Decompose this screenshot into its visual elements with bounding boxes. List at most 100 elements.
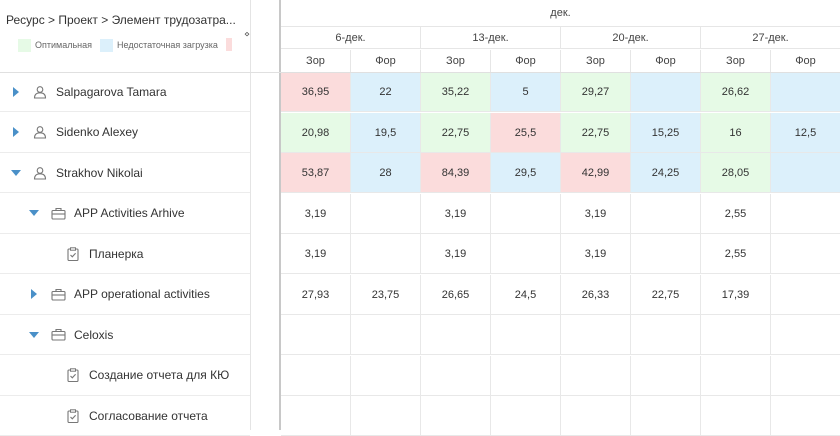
hours-cell[interactable]: 3,19	[421, 234, 491, 274]
hours-cell[interactable]	[491, 193, 561, 234]
hours-cell[interactable]: 42,99	[561, 153, 631, 193]
hours-cell[interactable]: 16	[701, 112, 771, 153]
hours-cell[interactable]	[771, 194, 840, 234]
hours-cell[interactable]: 28	[351, 153, 421, 193]
hours-cell[interactable]	[771, 315, 840, 355]
expand-arrow-icon[interactable]	[10, 127, 22, 137]
hours-cell[interactable]	[701, 315, 771, 355]
hours-cell[interactable]	[561, 355, 631, 396]
hours-cell[interactable]: 3,19	[281, 193, 351, 234]
hours-cell[interactable]	[351, 234, 421, 274]
hours-cell[interactable]: 29,27	[561, 72, 631, 112]
tree-row-label: APP Activities Arhive	[74, 206, 185, 220]
tree-row-label: Celoxis	[74, 327, 114, 342]
hours-cell[interactable]: 25,5	[491, 112, 561, 153]
hours-cell[interactable]	[771, 396, 840, 436]
hours-cell[interactable]: 28,05	[701, 153, 771, 193]
hours-cell[interactable]: 15,25	[631, 112, 701, 153]
clipboard-check-icon	[65, 246, 81, 262]
hours-cell[interactable]	[491, 234, 561, 274]
hours-cell[interactable]	[701, 355, 771, 396]
hours-cell[interactable]	[491, 315, 561, 355]
hours-cell[interactable]: 24,5	[491, 274, 561, 315]
grouping-breadcrumb[interactable]: Ресурс > Проект > Элемент трудозатра...	[6, 13, 236, 27]
split-resize-icon[interactable]: ‹›	[244, 29, 250, 40]
hours-cell[interactable]	[561, 396, 631, 436]
hours-cell[interactable]	[631, 72, 701, 112]
hours-cell[interactable]: 35,22	[421, 72, 491, 112]
hours-cell[interactable]	[631, 315, 701, 355]
hours-cell[interactable]: 22	[351, 72, 421, 112]
hours-cell[interactable]: 23,75	[351, 274, 421, 315]
hours-cell[interactable]	[631, 193, 701, 234]
hours-cell[interactable]: 27,93	[281, 274, 351, 315]
tree-row-project[interactable]: APP Activities Arhive	[0, 194, 250, 234]
panel-divider[interactable]	[250, 0, 281, 430]
tree-row-task[interactable]: Создание отчета для КЮ	[0, 356, 250, 396]
collapse-arrow-icon[interactable]	[28, 210, 40, 216]
hours-cell[interactable]: 20,98	[281, 112, 351, 153]
hours-cell[interactable]	[421, 315, 491, 355]
legend-label-under: Недостаточная загрузка	[117, 40, 218, 50]
tree-row-resource[interactable]: Sidenko Alexey	[0, 113, 250, 153]
hours-cell[interactable]	[351, 396, 421, 436]
tree-row-task[interactable]: Планерка	[0, 234, 250, 274]
hours-cell[interactable]: 53,87	[281, 153, 351, 193]
hours-cell[interactable]: 22,75	[421, 112, 491, 153]
hours-cell[interactable]: 12,5	[771, 112, 840, 153]
hours-cell[interactable]: 2,55	[701, 234, 771, 274]
tree-row-label: Strakhov Nikolai	[56, 165, 143, 180]
planned-hours-header: Зор	[561, 50, 631, 72]
hours-cell[interactable]	[631, 396, 701, 436]
hours-cell[interactable]: 3,19	[561, 193, 631, 234]
hours-cell[interactable]	[421, 355, 491, 396]
tree-row-task[interactable]: Согласование отчета	[0, 396, 250, 436]
expand-arrow-icon[interactable]	[10, 86, 22, 97]
collapse-arrow-icon[interactable]	[28, 331, 40, 338]
hours-cell[interactable]: 19,5	[351, 112, 421, 153]
hours-cell[interactable]	[631, 355, 701, 396]
hours-cell[interactable]: 29,5	[491, 153, 561, 193]
hours-cell[interactable]: 22,75	[631, 274, 701, 315]
tree-row-project[interactable]: APP operational activities	[0, 275, 250, 315]
hours-cell[interactable]: 22,75	[561, 112, 631, 153]
hours-cell[interactable]	[281, 396, 351, 436]
hours-cell[interactable]: 3,19	[281, 234, 351, 274]
tree-row-label: APP operational activities	[74, 287, 210, 301]
hours-cell[interactable]: 3,19	[421, 193, 491, 234]
hours-cell[interactable]	[281, 315, 351, 355]
hours-cell[interactable]	[351, 355, 421, 396]
hours-cell[interactable]	[771, 234, 840, 274]
hours-cell[interactable]: 26,62	[701, 72, 771, 112]
clipboard-check-icon	[65, 408, 81, 424]
hours-cell[interactable]: 36,95	[281, 72, 351, 112]
hours-cell[interactable]: 2,55	[701, 193, 771, 234]
tree-row-resource[interactable]: Strakhov Nikolai	[0, 153, 250, 193]
hours-cell[interactable]: 26,33	[561, 274, 631, 315]
hours-cell[interactable]	[421, 396, 491, 436]
hours-cell[interactable]: 84,39	[421, 153, 491, 193]
hours-cell[interactable]	[701, 396, 771, 436]
briefcase-icon	[50, 286, 66, 302]
hours-cell[interactable]: 3,19	[561, 234, 631, 274]
hours-cell[interactable]: 24,25	[631, 153, 701, 193]
hours-cell[interactable]	[351, 315, 421, 355]
tree-row-resource[interactable]: Salpagarova Tamara	[0, 72, 250, 112]
hours-cell[interactable]	[771, 72, 840, 112]
hours-cell[interactable]	[771, 153, 840, 193]
hours-cell[interactable]: 5	[491, 72, 561, 112]
hours-cell[interactable]: 26,65	[421, 274, 491, 315]
hours-cell[interactable]	[281, 355, 351, 396]
hours-cell[interactable]: 17,39	[701, 274, 771, 315]
hours-cell[interactable]	[631, 234, 701, 274]
hours-cell[interactable]	[771, 356, 840, 396]
expand-arrow-icon[interactable]	[28, 289, 40, 299]
tree-row-project[interactable]: Celoxis	[0, 315, 250, 355]
hours-cell[interactable]	[491, 396, 561, 436]
hours-cell[interactable]	[351, 193, 421, 234]
legend-item-optimal: Оптимальная	[18, 38, 92, 52]
hours-cell[interactable]	[771, 275, 840, 315]
hours-cell[interactable]	[561, 315, 631, 355]
collapse-arrow-icon[interactable]	[10, 169, 22, 176]
hours-cell[interactable]	[491, 355, 561, 396]
